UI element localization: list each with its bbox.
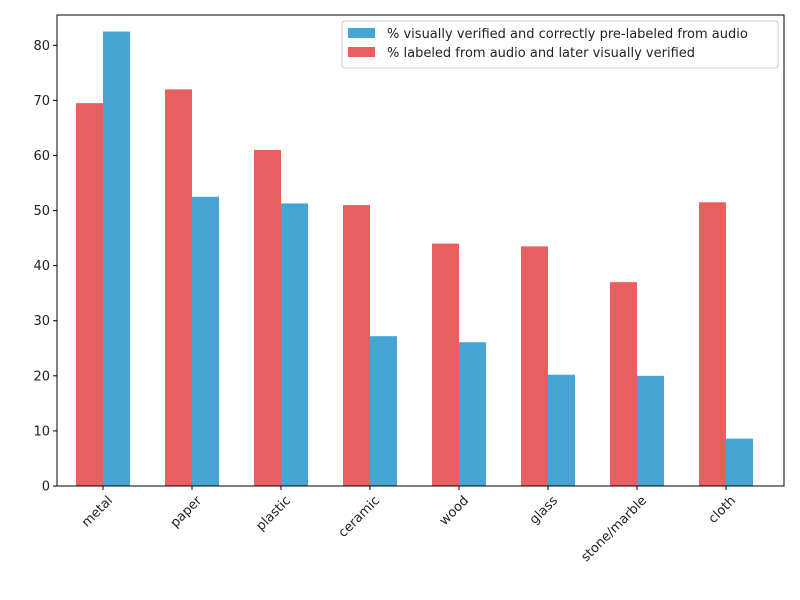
bar-visual-prelabeled-ceramic xyxy=(370,336,397,486)
legend: % visually verified and correctly pre-la… xyxy=(341,20,779,69)
y-tick-label: 80 xyxy=(33,39,50,54)
bar-visual-prelabeled-glass xyxy=(548,374,575,486)
bar-audio-then-visual-ceramic xyxy=(343,205,370,487)
bar-visual-prelabeled-paper xyxy=(192,196,219,486)
legend-swatch xyxy=(348,47,375,57)
bar-visual-prelabeled-plastic xyxy=(281,203,308,486)
y-tick-label: 60 xyxy=(33,149,50,164)
bar-visual-prelabeled-stone-marble xyxy=(637,375,664,486)
y-tick-label: 20 xyxy=(33,369,50,384)
legend-label: % labeled from audio and later visually … xyxy=(387,46,695,61)
legend-box xyxy=(341,20,779,69)
bar-visual-prelabeled-wood xyxy=(459,342,486,486)
bars-group xyxy=(76,31,753,487)
legend-swatch xyxy=(348,28,375,38)
plot-frame xyxy=(56,14,785,487)
y-axis: 0 10 20 30 40 50 60 70 80 xyxy=(33,39,57,495)
bar-audio-then-visual-glass xyxy=(521,246,548,486)
y-tick-label: 10 xyxy=(33,424,50,439)
bar-visual-prelabeled-metal xyxy=(103,31,130,487)
y-tick-label: 70 xyxy=(33,94,50,109)
bar-audio-then-visual-wood xyxy=(432,243,459,486)
bar-visual-prelabeled-cloth xyxy=(726,438,753,486)
legend-label: % visually verified and correctly pre-la… xyxy=(387,27,748,42)
bar-audio-then-visual-stone-marble xyxy=(610,282,637,486)
y-tick-label: 30 xyxy=(33,314,50,329)
bar-audio-then-visual-metal xyxy=(76,103,103,486)
bar-audio-then-visual-paper xyxy=(165,89,192,487)
bar-audio-then-visual-cloth xyxy=(699,202,726,486)
y-tick-label: 0 xyxy=(42,480,50,495)
y-tick-label: 50 xyxy=(33,204,50,219)
y-tick-label: 40 xyxy=(33,259,50,274)
bar-audio-then-visual-plastic xyxy=(254,149,281,486)
